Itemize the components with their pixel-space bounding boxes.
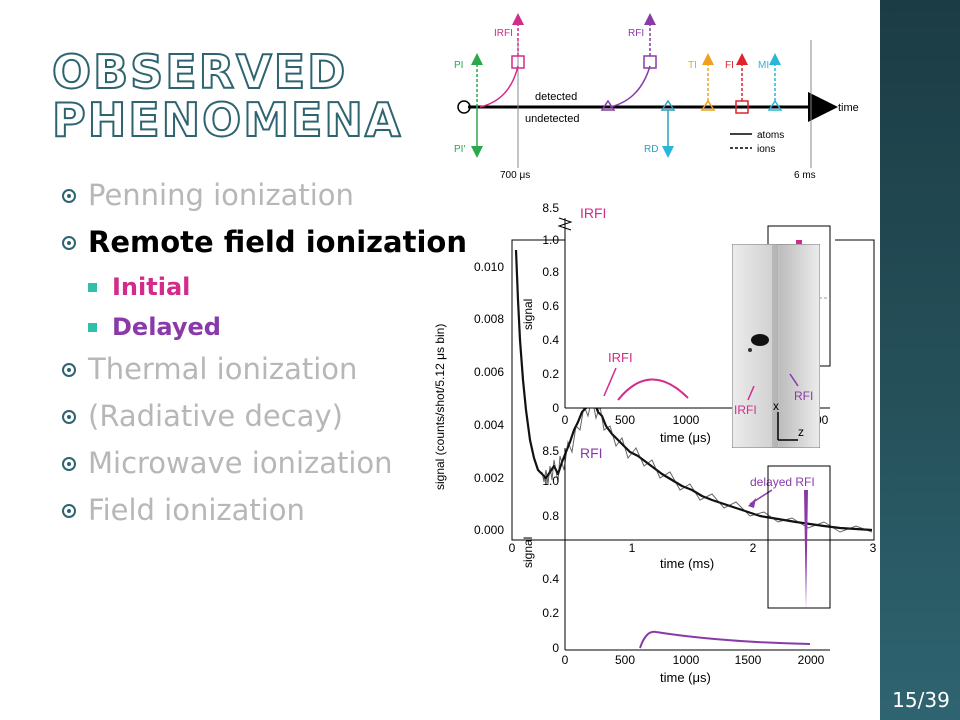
inset-irfi-ytick-2: 0.4 [542, 333, 559, 347]
main-ytick-4: 0.008 [474, 312, 504, 326]
main-ylabel: signal (counts/shot/5.12 μs bin) [433, 324, 447, 490]
bullet-microwave: Microwave ionization [60, 444, 480, 491]
bullet-penning: Penning ionization [60, 176, 480, 223]
main-ytick-1: 0.002 [474, 471, 504, 485]
label-pi: PI [454, 60, 463, 71]
inset-rfi-ytick-2: 0.4 [542, 572, 559, 586]
inset-rfi-ytick-3: 0.8 [542, 509, 559, 523]
origin-marker [457, 100, 471, 114]
inset-rfi-ytick-5: 8.5 [542, 444, 559, 458]
inset-irfi-xtick-2: 1000 [673, 413, 700, 427]
main-ytick-2: 0.004 [474, 418, 504, 432]
inset-rfi-ylabel: signal [521, 537, 535, 568]
inset-irfi-ylabel: signal [521, 299, 535, 330]
bullet-list: Penning ionization Remote field ionizati… [60, 176, 480, 538]
inset-irfi-curve [617, 378, 689, 401]
inset-rfi-xtick-3: 1500 [735, 653, 762, 667]
sub-bullet-delayed: Delayed [60, 310, 480, 350]
bullet-icon [62, 189, 76, 203]
inset-irfi-annotation: IRFI [608, 350, 633, 365]
tick-700us: 700 μs [500, 170, 530, 181]
bullet-radiative: (Radiative decay) [60, 397, 480, 444]
bullet-thermal: Thermal ionization [60, 350, 480, 397]
bullet-icon [62, 457, 76, 471]
main-xtick-1: 1 [629, 541, 636, 555]
label-ti: TI [688, 60, 697, 71]
inset-rfi-xtick-4: 2000 [798, 653, 825, 667]
inset-rfi-xlabel: time (μs) [660, 670, 711, 685]
axis-z-label: z [798, 425, 804, 439]
timeline-diagram: time detected undetected 700 μs 6 ms PI … [454, 13, 859, 181]
inset-rfi-xtick-0: 0 [562, 653, 569, 667]
main-xtick-0: 0 [509, 541, 516, 555]
detector-image-inset: IRFI RFI x z [732, 244, 820, 448]
inset-irfi-xtick-1: 500 [615, 413, 635, 427]
delayed-rfi-label: delayed RFI [750, 475, 815, 489]
main-ytick-3: 0.006 [474, 365, 504, 379]
bullet-remote-field: Remote field ionization [60, 223, 480, 270]
main-ytick-5: 0.010 [474, 260, 504, 274]
label-irfi-top: IRFI [494, 28, 513, 39]
slide-title: Observed Phenomena [51, 45, 403, 147]
square-bullet-icon [88, 323, 97, 332]
bullet-icon [62, 236, 76, 250]
bullet-icon [62, 504, 76, 518]
label-pi-prime: PI' [454, 144, 465, 155]
inset-irfi-ytick-4: 0.8 [542, 265, 559, 279]
image-label-rfi: RFI [794, 389, 813, 403]
bullet-icon [62, 363, 76, 377]
bullet-icon [62, 410, 76, 424]
inset-rfi-ytick-4: 1.0 [542, 474, 559, 488]
time-label: time [838, 102, 859, 114]
inset-irfi-xlabel: time (μs) [660, 430, 711, 445]
label-fi: FI [725, 60, 734, 71]
page-number: 15/39 [892, 688, 950, 712]
inset-rfi-ytick-0: 0 [552, 641, 559, 655]
inset-irfi-ytick-6: 8.5 [542, 201, 559, 215]
label-rfi-top: RFI [628, 28, 644, 39]
bullet-field: Field ionization [60, 491, 480, 538]
inset-irfi-ytick-5: 1.0 [542, 233, 559, 247]
label-mi: MI [758, 60, 769, 71]
main-y-ticks: 0.000 0.002 0.004 0.006 0.008 0.010 [474, 260, 504, 537]
main-signal-noise [541, 397, 873, 533]
inset-irfi-xtick-0: 0 [562, 413, 569, 427]
legend-ions: ions [757, 144, 775, 155]
main-ytick-0: 0.000 [474, 523, 504, 537]
inset-irfi-ytick-1: 0.2 [542, 367, 559, 381]
detected-label: detected [535, 91, 577, 103]
bright-spot [751, 334, 769, 346]
inset-rfi-title: RFI [580, 445, 603, 461]
inset-irfi-ytick-3: 0.6 [542, 299, 559, 313]
image-label-irfi: IRFI [734, 403, 757, 417]
tick-6ms: 6 ms [794, 170, 816, 181]
main-xtick-3: 3 [870, 541, 877, 555]
main-xtick-2: 2 [750, 541, 757, 555]
right-accent-bar [880, 0, 960, 720]
inset-irfi-title: IRFI [580, 205, 606, 221]
inset-rfi-xtick-2: 1000 [673, 653, 700, 667]
square-bullet-icon [88, 283, 97, 292]
inset-rfi-xtick-1: 500 [615, 653, 635, 667]
inset-irfi-ytick-0: 0 [552, 401, 559, 415]
axis-x-label: x [773, 399, 779, 413]
inset-rfi-ytick-1: 0.2 [542, 606, 559, 620]
main-xlabel: time (ms) [660, 556, 714, 571]
inset-rfi-curve [639, 630, 811, 649]
label-rd: RD [644, 144, 658, 155]
sub-bullet-initial: Initial [60, 270, 480, 310]
legend-atoms: atoms [757, 130, 784, 141]
undetected-label: undetected [525, 113, 579, 125]
